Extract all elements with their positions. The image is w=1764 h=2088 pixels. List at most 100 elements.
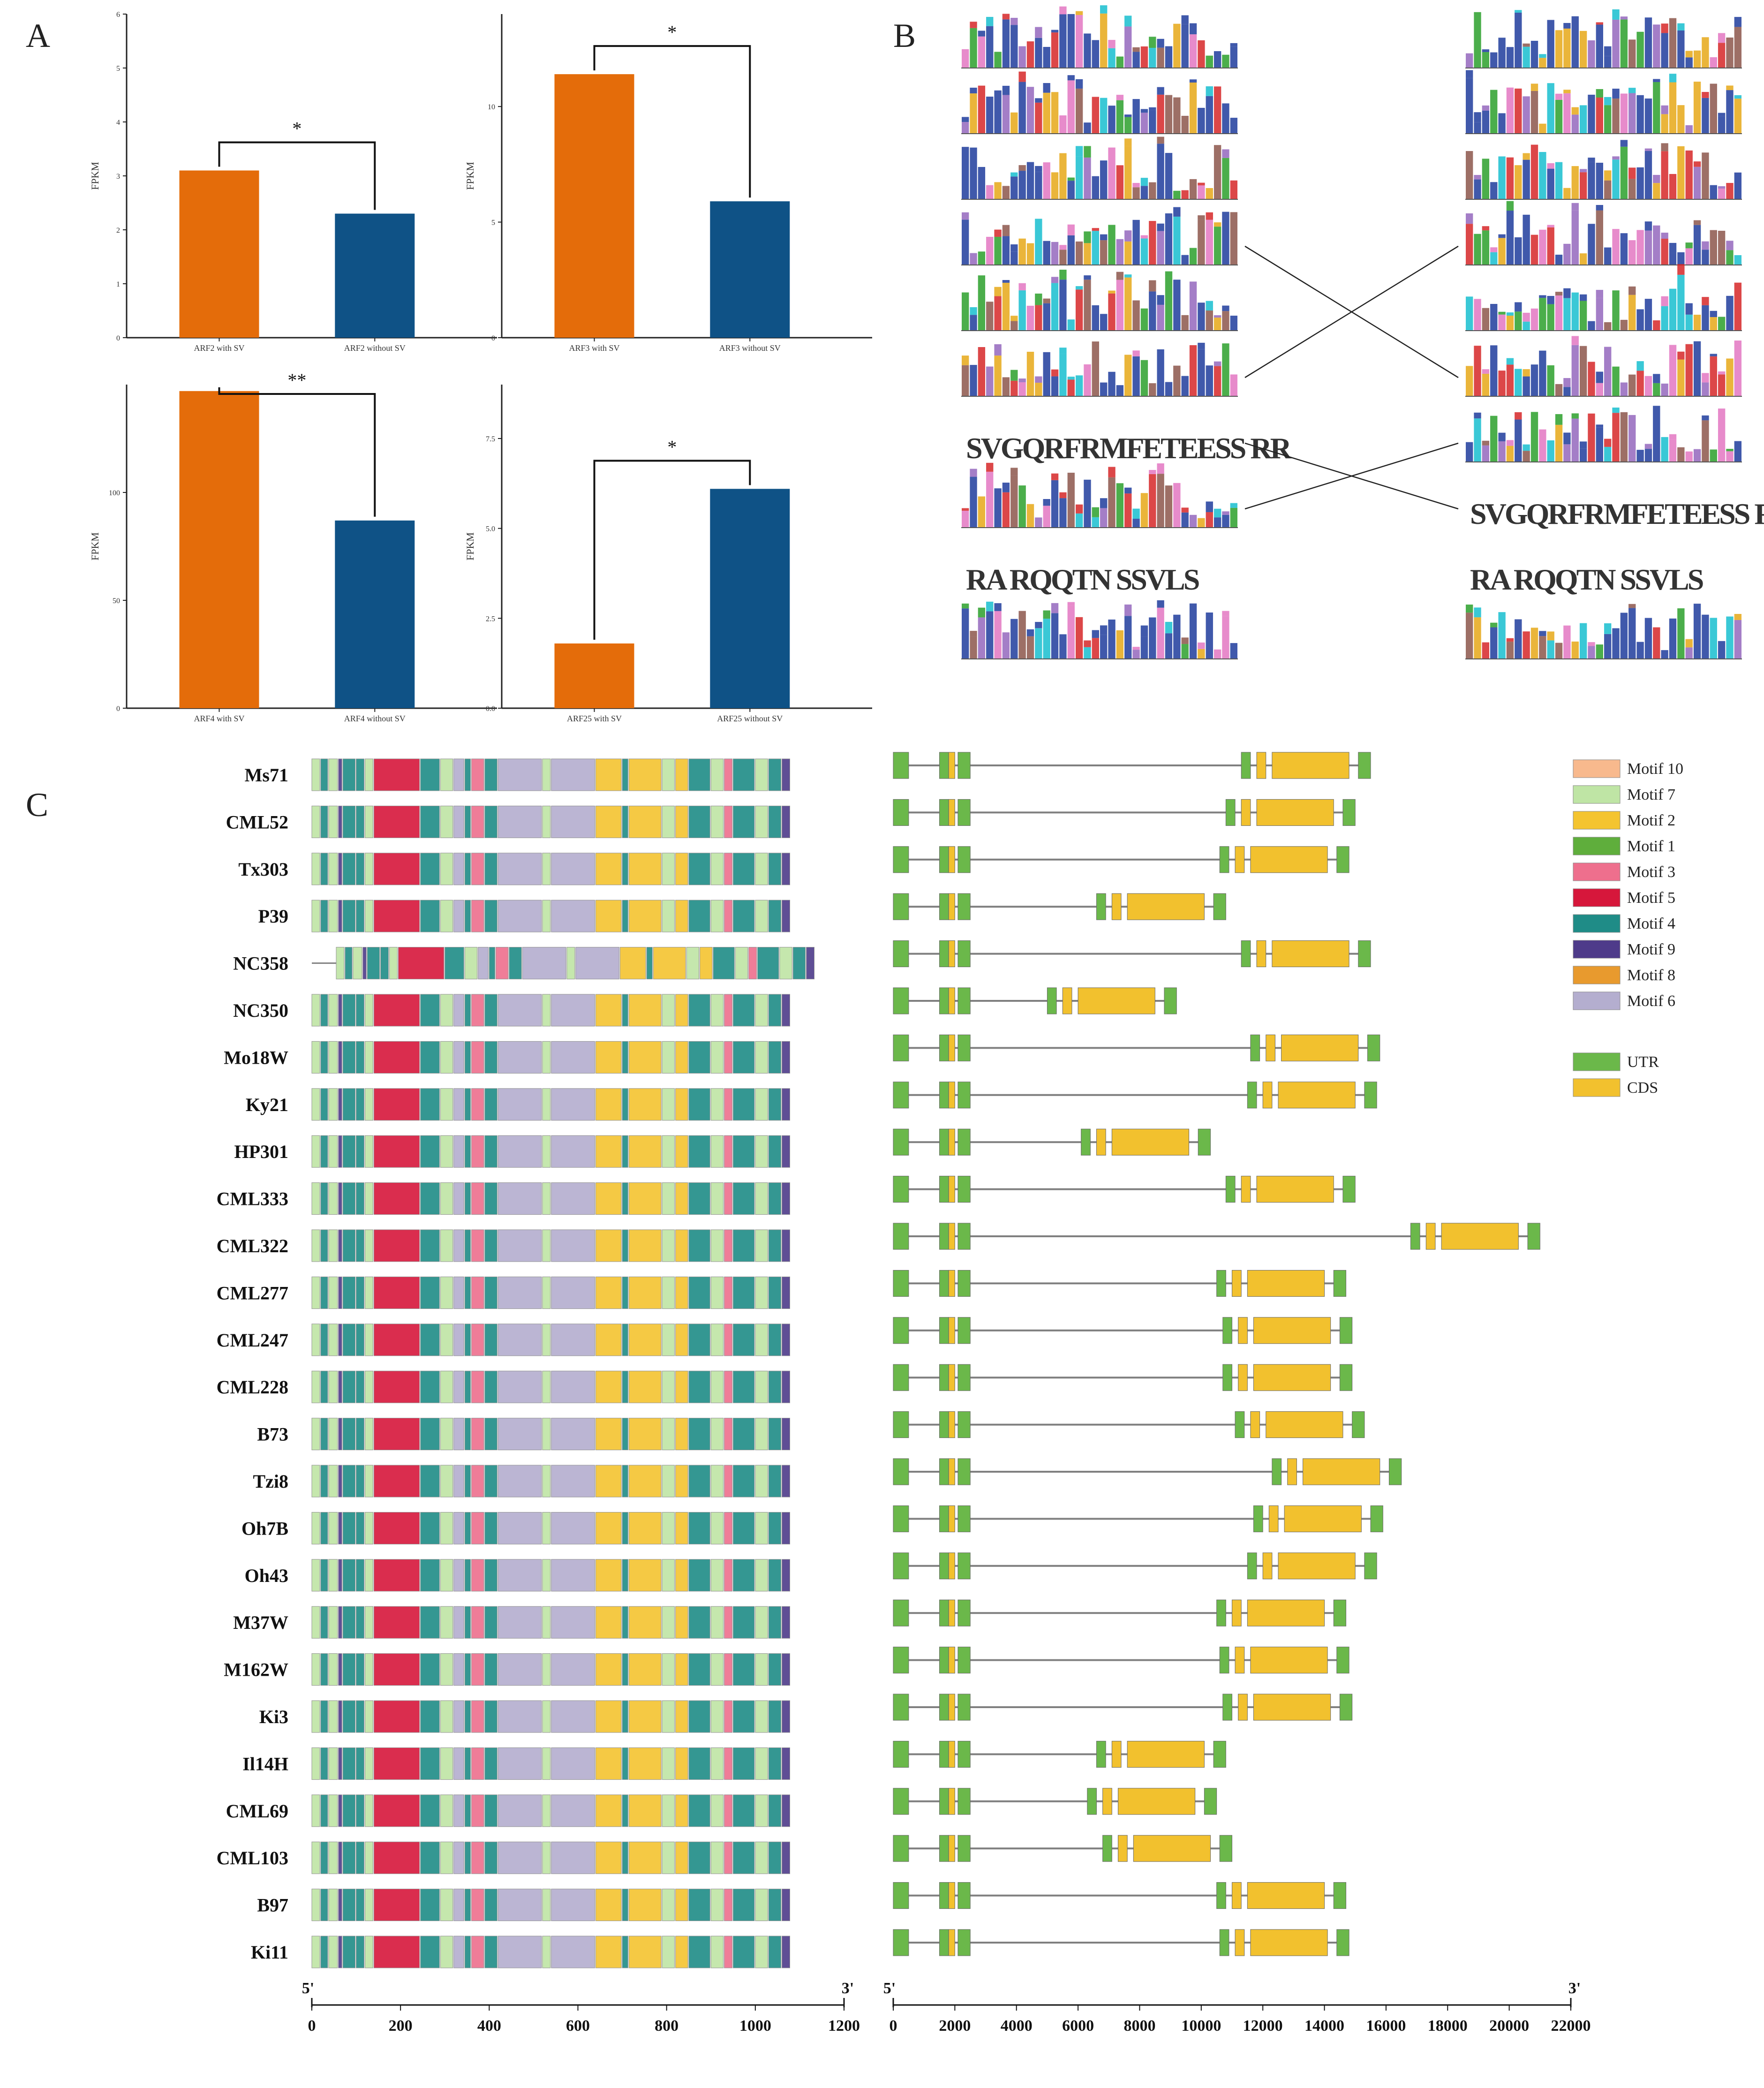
motif-logo-column: [1051, 613, 1059, 659]
motif-block: [724, 1370, 733, 1403]
motif-block: [356, 1041, 364, 1074]
motif-block: [471, 1512, 484, 1544]
motif-logo-column: [1075, 513, 1083, 528]
motif-logo-column-top: [1685, 303, 1693, 315]
y-tick-label: 0.0: [486, 705, 495, 713]
motif-logo-column: [1555, 384, 1563, 396]
utr-block: [893, 1552, 909, 1580]
motif-logo-column-top: [1579, 294, 1587, 301]
motif-block: [688, 1747, 710, 1780]
motif-block: [342, 758, 356, 791]
motif-logo-column-top: [1498, 311, 1506, 315]
motif-block: [748, 947, 757, 980]
utr-block: [939, 1458, 949, 1485]
motif-block: [464, 1418, 471, 1451]
motif-block: [365, 1088, 373, 1121]
motif-logo-column: [1026, 243, 1034, 265]
utr-block: [893, 987, 909, 1014]
protein-track: [311, 1653, 791, 1686]
protein-track: [311, 853, 791, 885]
accession-label: CML228: [217, 1377, 288, 1398]
motif-block: [688, 805, 710, 838]
motif-logo-column: [1498, 375, 1506, 396]
cds-block: [1238, 1317, 1248, 1344]
motif-logo-column: [962, 49, 969, 68]
motif-logo-column: [1466, 613, 1473, 659]
motif-logo-column: [1206, 612, 1213, 659]
motif-block: [453, 1606, 464, 1639]
motif-logo-column-top: [1596, 290, 1603, 298]
motif-block: [311, 1041, 320, 1074]
motif-block: [542, 1135, 551, 1168]
motif-block: [755, 1041, 768, 1074]
motif-block: [440, 1135, 453, 1168]
motif-logo-column: [1628, 374, 1636, 396]
motif-logo-column: [1181, 190, 1189, 199]
cds-block: [1250, 846, 1328, 873]
motif-logo-column: [1059, 250, 1067, 265]
motif-block: [710, 758, 724, 791]
motif-logo-column: [1702, 250, 1709, 265]
legend-label: UTR: [1627, 1053, 1659, 1071]
motif-logo-column: [1157, 47, 1164, 68]
motif-logo-column-top: [1718, 409, 1726, 414]
motif-block: [755, 1088, 768, 1121]
motif-logo-column: [1490, 90, 1498, 134]
utr-block: [939, 1317, 949, 1344]
motif-logo-column-top: [1124, 138, 1132, 146]
motif-logo-column-top: [1010, 316, 1018, 321]
motif-logo-column: [1140, 238, 1148, 265]
motif-logo-column-top: [1043, 47, 1050, 51]
motif-logo-column-top: [1092, 228, 1099, 231]
motif-block: [628, 1794, 662, 1827]
motif-block: [653, 947, 686, 980]
motif-block: [755, 1465, 768, 1498]
motif-logo-column-top: [1677, 351, 1685, 360]
motif-logo-column-top: [1181, 15, 1189, 24]
motif-logo-column: [1604, 634, 1612, 659]
motif-block: [782, 1370, 791, 1403]
motif-block: [365, 1653, 373, 1686]
y-axis-label: FPKM: [89, 532, 101, 560]
motif-logo-column: [1198, 107, 1205, 134]
motif-block: [662, 758, 675, 791]
cds-block: [1096, 1128, 1106, 1156]
motif-logo-column-top: [1035, 166, 1042, 172]
motif-block: [662, 1370, 675, 1403]
motif-block: [755, 1747, 768, 1780]
motif-logo-column: [994, 182, 1002, 199]
motif-block: [365, 1229, 373, 1262]
motif-logo-column: [1043, 162, 1050, 199]
motif-logo-column: [1206, 219, 1213, 265]
utr-block: [957, 799, 971, 826]
accession-label: B73: [257, 1424, 288, 1445]
motif-logo-column-top: [1002, 225, 1010, 236]
gene-track: [893, 1317, 1353, 1344]
cds-block: [1235, 1647, 1245, 1674]
motif-logo-column: [1710, 83, 1717, 134]
motif-logo-column-top: [1612, 407, 1620, 413]
protein-track: [311, 758, 791, 791]
motif-logo-column-top: [1718, 186, 1726, 189]
motif-logo-column: [1157, 607, 1164, 659]
protein-track: [311, 1229, 791, 1262]
motif-block: [542, 853, 551, 885]
motif-block: [342, 1276, 356, 1309]
motif-logo-column-top: [970, 469, 977, 477]
axis-tick-label: 6000: [1062, 2017, 1094, 2035]
motif-block: [782, 1276, 791, 1309]
motif-block: [733, 1418, 755, 1451]
motif-logo-column-top: [1035, 376, 1042, 383]
motif-block: [782, 1700, 791, 1733]
motif-logo-column-top: [1075, 286, 1083, 290]
motif-logo-column: [1588, 646, 1595, 659]
utr-block: [939, 1270, 949, 1297]
motif-logo-column-top: [1075, 79, 1083, 89]
accession-label: Ki11: [251, 1942, 288, 1963]
motif-logo-column: [1092, 305, 1099, 331]
motif-block: [662, 1747, 675, 1780]
utr-block: [1342, 1176, 1356, 1203]
motif-logo-column: [1571, 166, 1579, 199]
cds-block: [1238, 1694, 1248, 1721]
cds-block: [1078, 987, 1155, 1014]
